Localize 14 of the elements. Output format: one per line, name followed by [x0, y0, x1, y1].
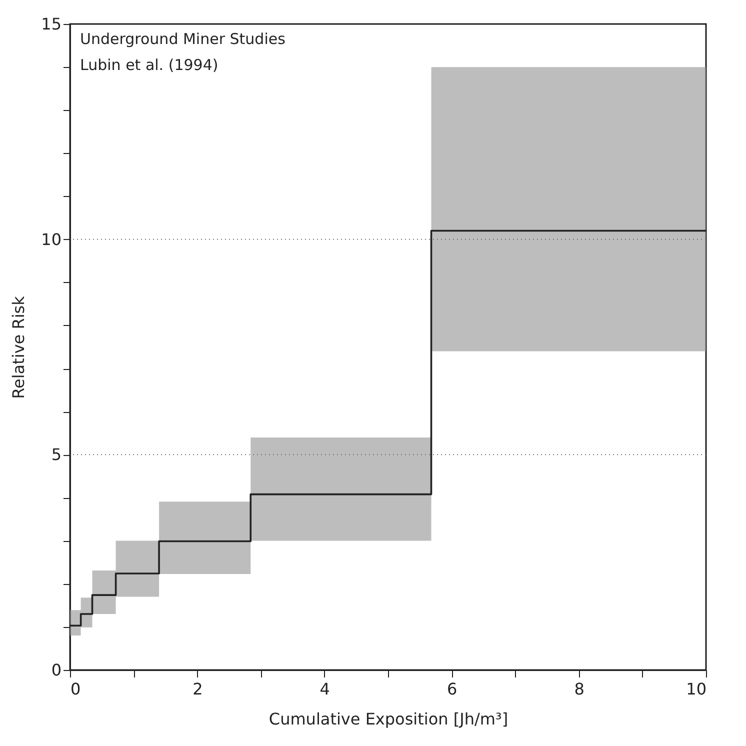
x-tick-label: 2 [192, 680, 203, 698]
y-tick-label: 5 [51, 445, 62, 464]
annotation: Underground Miner Studies [80, 30, 286, 48]
y-tick-label: 0 [51, 660, 62, 680]
y-tick-label: 15 [41, 14, 62, 34]
y-tick-label: 10 [41, 230, 62, 249]
x-tick-label: 6 [447, 680, 458, 698]
x-tick-label: 4 [320, 680, 330, 698]
annotation: Lubin et al. (1994) [80, 56, 218, 74]
x-tick-label: 0 [70, 680, 81, 698]
y-axis-title: Relative Risk [9, 295, 28, 399]
x-tick-label: 8 [574, 680, 584, 698]
x-tick-label: 10 [686, 680, 706, 698]
x-axis-title: Cumulative Exposition [Jh/m³] [268, 710, 508, 728]
